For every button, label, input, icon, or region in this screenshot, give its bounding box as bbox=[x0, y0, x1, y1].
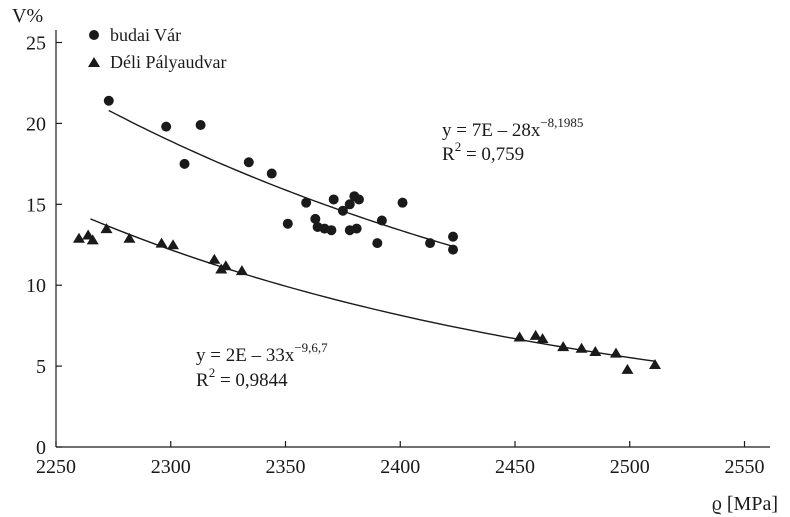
annotation-2-r2-value: = 0,9844 bbox=[215, 370, 288, 391]
data-point-series-1 bbox=[266, 168, 277, 179]
y-tick-label: 0 bbox=[36, 437, 46, 459]
x-tick-label: 2500 bbox=[610, 456, 650, 478]
annotation-2-r2-exponent: 2 bbox=[209, 365, 216, 380]
x-tick-label: 2450 bbox=[495, 456, 535, 478]
data-point-series-1 bbox=[301, 197, 312, 208]
data-point-series-1 bbox=[310, 213, 321, 224]
annotation-2-equation-base: y = 2E – 33x bbox=[196, 345, 295, 366]
data-point-series-1 bbox=[337, 205, 348, 216]
annotation-1-r2-value: = 0,759 bbox=[461, 144, 524, 165]
data-point-series-2 bbox=[621, 363, 634, 374]
data-point-series-1 bbox=[282, 218, 293, 229]
x-tick-label: 2250 bbox=[36, 456, 76, 478]
legend: budai Vár Déli Pályaudvar bbox=[88, 25, 226, 72]
data-point-series-2 bbox=[72, 232, 85, 243]
data-point-series-1 bbox=[179, 158, 190, 169]
data-point-series-2 bbox=[155, 237, 168, 248]
y-tick-label: 5 bbox=[36, 356, 46, 378]
legend-circle-marker bbox=[89, 30, 99, 40]
data-point-series-1 bbox=[161, 121, 172, 132]
data-point-series-2 bbox=[609, 347, 622, 358]
fit-annotation-2: y = 2E – 33x−9,6,7 R2 = 0,9844 bbox=[196, 340, 328, 391]
annotation-1-equation-base: y = 7E – 28x bbox=[442, 120, 541, 141]
y-tick-label: 25 bbox=[26, 33, 46, 55]
data-point-series-1 bbox=[353, 194, 364, 205]
data-point-series-2 bbox=[219, 260, 232, 271]
data-point-series-2 bbox=[100, 223, 113, 234]
x-tick-label: 2300 bbox=[151, 456, 191, 478]
x-tick-label: 2550 bbox=[725, 456, 765, 478]
annotation-2-equation: y = 2E – 33x−9,6,7 bbox=[196, 340, 328, 366]
annotation-1-r2-exponent: 2 bbox=[455, 139, 462, 154]
data-point-series-2 bbox=[529, 329, 542, 340]
data-point-series-2 bbox=[536, 333, 549, 344]
data-point-series-1 bbox=[376, 215, 387, 226]
fit-curves bbox=[90, 109, 656, 362]
axes bbox=[55, 30, 770, 448]
data-point-series-1 bbox=[425, 238, 436, 249]
fit-curve-series-1 bbox=[108, 109, 454, 248]
data-point-series-1 bbox=[448, 231, 459, 242]
annotation-1-equation-exponent: −8,1985 bbox=[540, 115, 583, 130]
data-point-series-2 bbox=[82, 229, 95, 240]
legend-label-series-2: Déli Pályaudvar bbox=[110, 52, 226, 72]
data-point-series-1 bbox=[103, 95, 114, 106]
data-point-series-1 bbox=[397, 197, 408, 208]
legend-label-series-1: budai Vár bbox=[110, 25, 181, 45]
y-axis-title: V% bbox=[12, 5, 43, 27]
ticks: 2250 2300 2350 2400 2450 2500 2550 0 5 10 15 20 25 bbox=[26, 33, 765, 479]
data-point-series-2 bbox=[123, 232, 136, 243]
y-tick-label: 10 bbox=[26, 275, 46, 297]
data-point-series-1 bbox=[372, 238, 383, 249]
data-point-series-1 bbox=[326, 225, 337, 236]
annotation-2-equation-exponent: −9,6,7 bbox=[294, 340, 328, 355]
data-point-series-1 bbox=[243, 157, 254, 168]
data-point-series-2 bbox=[86, 234, 99, 245]
annotation-2-r2-base: R bbox=[196, 370, 209, 391]
annotation-1-r2: R2 = 0,759 bbox=[442, 139, 524, 165]
data-point-series-1 bbox=[195, 120, 206, 131]
legend-triangle-marker bbox=[88, 57, 100, 67]
data-point-series-1 bbox=[448, 244, 459, 255]
fit-curve-series-2 bbox=[90, 218, 656, 362]
data-point-series-2 bbox=[575, 342, 588, 353]
x-tick-label: 2400 bbox=[380, 456, 420, 478]
x-axis-title: ϱ [MPa] bbox=[712, 493, 778, 515]
fit-annotation-1: y = 7E – 28x−8,1985 R2 = 0,759 bbox=[442, 115, 583, 165]
data-point-series-1 bbox=[328, 194, 339, 205]
data-points bbox=[72, 95, 661, 374]
data-point-series-2 bbox=[589, 346, 602, 357]
annotation-1-equation: y = 7E – 28x−8,1985 bbox=[442, 115, 583, 141]
data-point-series-2 bbox=[648, 358, 661, 369]
data-point-series-2 bbox=[208, 253, 221, 264]
data-point-series-2 bbox=[235, 265, 248, 276]
y-tick-label: 15 bbox=[26, 194, 46, 216]
x-tick-label: 2350 bbox=[266, 456, 306, 478]
y-tick-label: 20 bbox=[26, 113, 46, 135]
data-point-series-2 bbox=[513, 331, 526, 342]
annotation-2-r2: R2 = 0,9844 bbox=[196, 365, 288, 391]
annotation-1-r2-base: R bbox=[442, 144, 455, 165]
data-point-series-1 bbox=[344, 199, 355, 210]
data-point-series-1 bbox=[351, 223, 362, 234]
data-point-series-2 bbox=[557, 341, 570, 352]
data-point-series-2 bbox=[167, 239, 180, 250]
